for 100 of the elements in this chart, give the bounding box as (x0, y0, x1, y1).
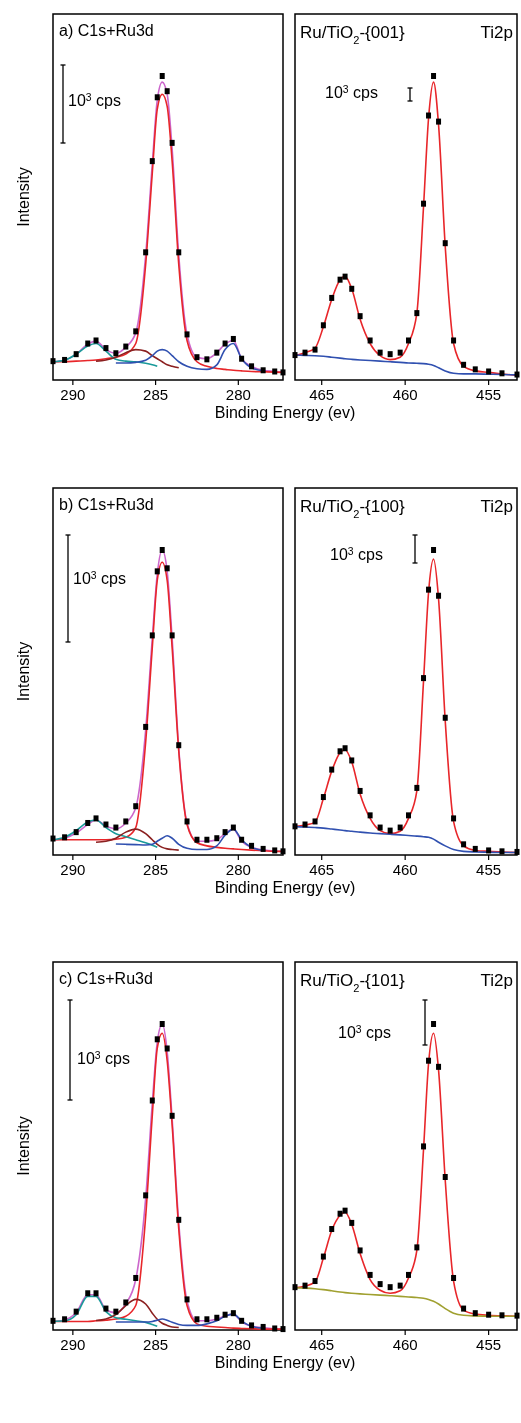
point (312, 346, 318, 353)
point (176, 1216, 182, 1223)
point (406, 812, 411, 819)
point (337, 748, 343, 755)
point (260, 1323, 266, 1330)
point (357, 787, 363, 794)
point (143, 1192, 149, 1199)
x-tick-label: 290 (60, 1336, 86, 1353)
point (406, 1271, 411, 1278)
point (149, 1097, 155, 1104)
point (164, 88, 170, 95)
point (377, 1281, 383, 1288)
point (154, 94, 160, 101)
point (337, 276, 343, 283)
point (85, 1290, 91, 1297)
point (280, 369, 286, 376)
point (272, 368, 278, 375)
point (280, 848, 286, 855)
point (164, 565, 170, 572)
x-tick-label: 290 (60, 861, 86, 878)
x-axis-title: Binding Energy (ev) (214, 404, 356, 421)
point (292, 352, 298, 359)
point (159, 73, 165, 79)
point (486, 1311, 492, 1318)
point (133, 803, 139, 810)
chart-subtitle: Ru/TiO$_{2}$-{100} (300, 497, 406, 520)
point (414, 1244, 420, 1251)
point (367, 812, 373, 819)
point (50, 1317, 56, 1324)
point (260, 367, 266, 374)
x-tick-label: 285 (143, 1336, 169, 1353)
x-tick-label: 465 (309, 1336, 335, 1353)
point (260, 845, 266, 852)
point (113, 1308, 119, 1315)
point (143, 723, 149, 730)
point (349, 1219, 355, 1226)
point (421, 200, 427, 207)
x-tick-label: 285 (143, 386, 169, 403)
point (50, 835, 56, 842)
point (73, 829, 79, 836)
point (397, 349, 403, 356)
point (93, 337, 99, 344)
point (93, 815, 99, 822)
chart-title: Ti2p (480, 23, 513, 42)
point (230, 335, 236, 342)
y-axis-title: Intensity (15, 1116, 32, 1176)
annotation: 10$^{3}$ cps (73, 569, 126, 587)
point (442, 1174, 448, 1180)
point (169, 139, 175, 146)
point (214, 349, 220, 356)
chart-subtitle: Ru/TiO$_{2}$-{101} (300, 971, 406, 994)
x-tick-label: 465 (309, 386, 335, 403)
point (249, 363, 255, 370)
point (239, 1317, 245, 1324)
point (62, 1316, 68, 1323)
point (103, 821, 109, 828)
point (73, 1308, 79, 1315)
point (222, 829, 228, 836)
point (451, 337, 457, 344)
point (342, 745, 348, 752)
point (421, 675, 427, 682)
annotation: 10$^{3}$ cps (325, 83, 378, 101)
point (62, 834, 68, 841)
point (442, 240, 448, 247)
point (194, 836, 200, 843)
point (329, 766, 335, 773)
point (514, 848, 520, 855)
point (230, 824, 236, 831)
point (149, 158, 155, 165)
point (406, 337, 411, 344)
point (239, 355, 245, 362)
chart-title: Ti2p (480, 971, 513, 990)
point (176, 742, 182, 749)
point (194, 1316, 200, 1323)
point (329, 294, 335, 301)
y-axis-title: Intensity (15, 641, 32, 702)
point (50, 358, 56, 365)
x-tick-label: 465 (309, 861, 335, 878)
point (272, 847, 278, 854)
point (472, 1310, 478, 1317)
point (312, 818, 318, 825)
point (143, 249, 149, 256)
point (377, 349, 383, 356)
x-tick-label: 285 (143, 861, 169, 878)
point (230, 1310, 236, 1317)
point (414, 310, 420, 317)
point (329, 1226, 335, 1233)
point (133, 328, 139, 335)
point (472, 845, 478, 852)
x-tick-label: 460 (392, 1336, 418, 1353)
point (280, 1326, 286, 1333)
point (154, 1036, 160, 1043)
point (461, 361, 467, 368)
point (357, 313, 363, 320)
point (387, 827, 393, 834)
x-tick-label: 455 (476, 861, 502, 878)
annotation: 10$^{3}$ cps (338, 1023, 391, 1041)
point (431, 1021, 437, 1027)
point (204, 836, 210, 843)
point (62, 356, 68, 363)
